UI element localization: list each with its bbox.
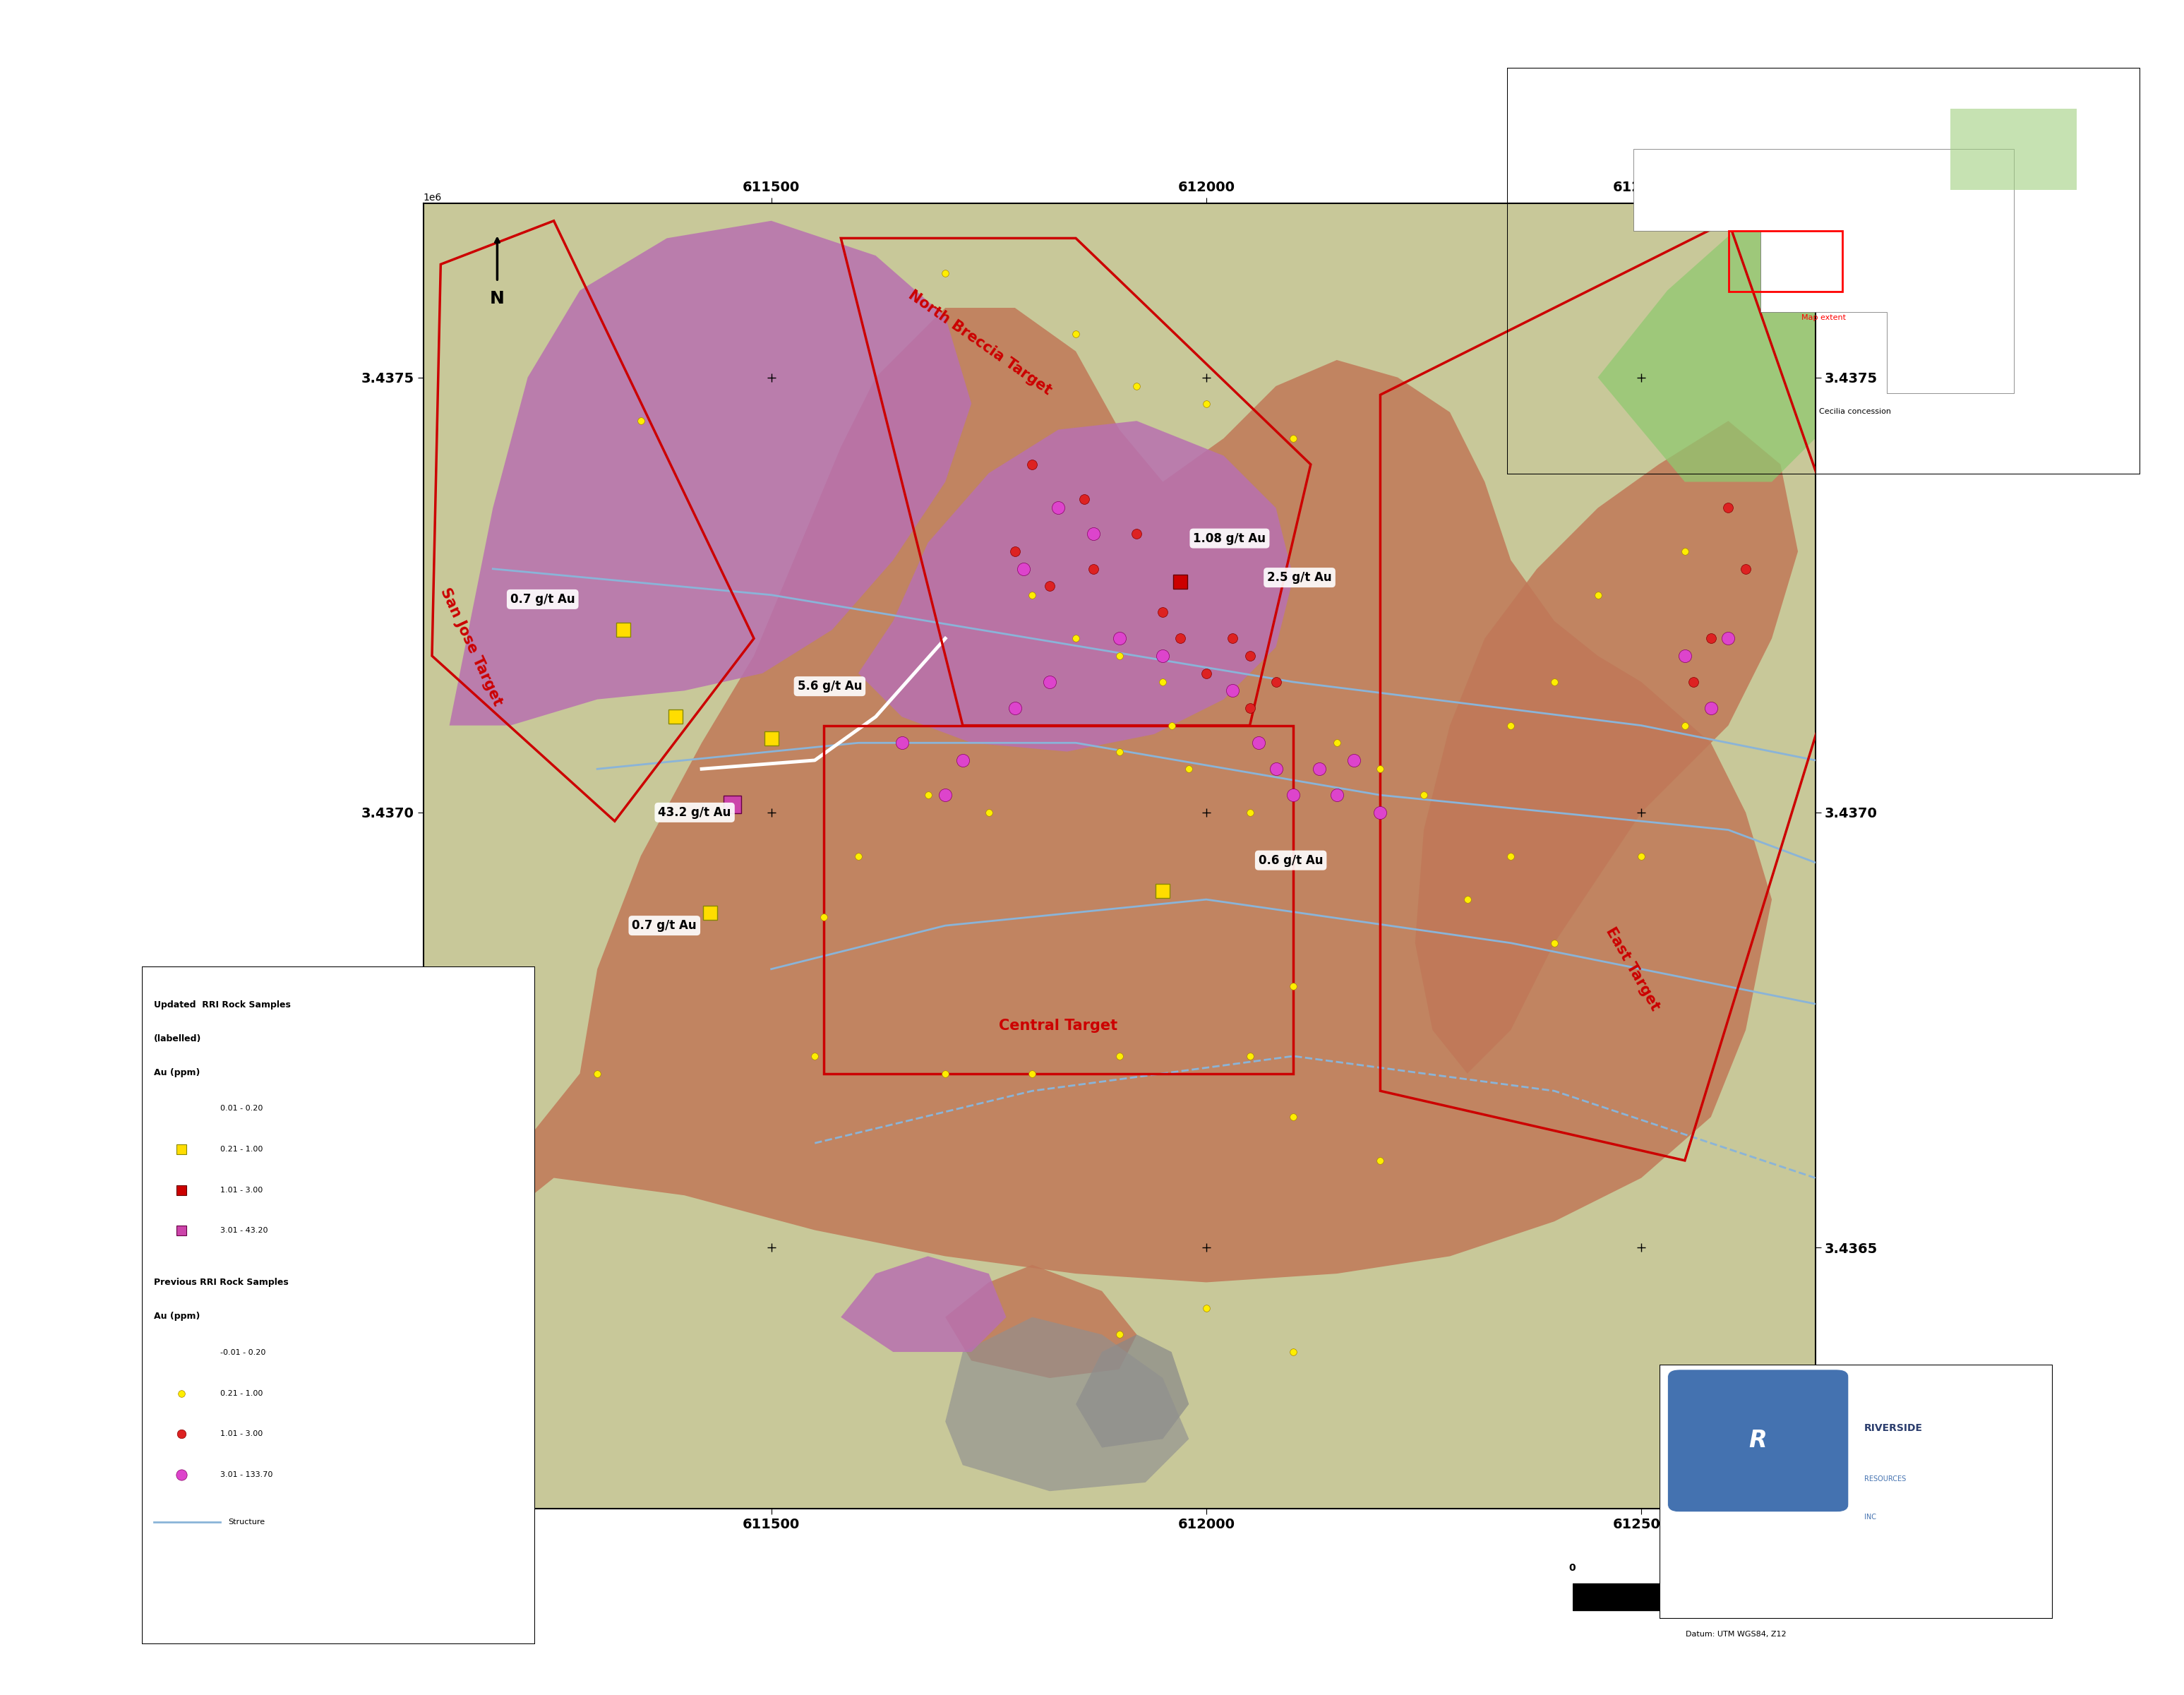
Text: 100: 100 (1725, 1563, 1747, 1573)
Polygon shape (1077, 1334, 1188, 1448)
Text: 0.21 - 1.00: 0.21 - 1.00 (221, 1146, 264, 1153)
Text: San Jose Target: San Jose Target (437, 586, 505, 709)
Text: Cecilia concession: Cecilia concession (1819, 408, 1891, 415)
Text: R: R (1749, 1429, 1767, 1453)
Text: (labelled): (labelled) (153, 1034, 201, 1042)
Text: 200: 200 (1889, 1563, 1911, 1573)
Bar (1736, 1583, 1900, 1610)
Polygon shape (450, 220, 972, 725)
Polygon shape (1634, 149, 2014, 393)
Text: 0.6 g/t Au: 0.6 g/t Au (1258, 854, 1324, 866)
Text: Datum: UTM WGS84, Z12: Datum: UTM WGS84, Z12 (1686, 1631, 1787, 1637)
Text: 1.01 - 3.00: 1.01 - 3.00 (221, 1186, 262, 1193)
Text: 1.08 g/t Au: 1.08 g/t Au (1192, 532, 1267, 544)
Text: Previous RRI Rock Samples: Previous RRI Rock Samples (153, 1278, 288, 1287)
Text: INC: INC (1865, 1514, 1876, 1520)
Text: 3.01 - 43.20: 3.01 - 43.20 (221, 1227, 269, 1234)
Polygon shape (1415, 420, 1797, 1073)
Text: Map extent: Map extent (1802, 314, 1845, 322)
Text: 0.01 - 0.20: 0.01 - 0.20 (221, 1105, 264, 1112)
Text: Au (ppm): Au (ppm) (153, 1312, 201, 1320)
Text: 0.7 g/t Au: 0.7 g/t Au (631, 919, 697, 932)
Text: Central Target: Central Target (998, 1019, 1118, 1032)
Text: North Breccia Target: North Breccia Target (906, 288, 1055, 398)
Text: Au (ppm): Au (ppm) (153, 1068, 201, 1076)
Bar (1572, 1583, 1736, 1610)
Text: 1.01 - 3.00: 1.01 - 3.00 (221, 1431, 262, 1437)
Polygon shape (1599, 203, 1859, 481)
Text: 0: 0 (1568, 1563, 1577, 1573)
Text: RESOURCES: RESOURCES (1865, 1475, 1907, 1483)
Bar (1728, 231, 1843, 292)
Polygon shape (1950, 108, 2077, 190)
Text: 0.21 - 1.00: 0.21 - 1.00 (221, 1390, 264, 1397)
Text: 3.01 - 133.70: 3.01 - 133.70 (221, 1471, 273, 1478)
Text: 0.7 g/t Au: 0.7 g/t Au (511, 593, 574, 605)
Text: N: N (489, 290, 505, 307)
Text: 43.2 g/t Au: 43.2 g/t Au (657, 807, 732, 819)
Text: Updated  RRI Rock Samples: Updated RRI Rock Samples (153, 1000, 290, 1009)
Text: 5.6 g/t Au: 5.6 g/t Au (797, 680, 863, 693)
Polygon shape (946, 1264, 1136, 1378)
FancyBboxPatch shape (1669, 1370, 1848, 1512)
Polygon shape (467, 308, 1771, 1283)
Text: m: m (1909, 1592, 1918, 1602)
Text: 2.5 g/t Au: 2.5 g/t Au (1267, 571, 1332, 583)
Polygon shape (858, 420, 1293, 751)
Text: East Target: East Target (1603, 925, 1662, 1014)
Text: Structure: Structure (229, 1519, 264, 1525)
FancyBboxPatch shape (142, 966, 535, 1644)
Text: -0.01 - 0.20: -0.01 - 0.20 (221, 1349, 266, 1356)
Polygon shape (946, 1317, 1188, 1492)
Text: RIVERSIDE: RIVERSIDE (1865, 1424, 1922, 1432)
Polygon shape (841, 1256, 1007, 1353)
